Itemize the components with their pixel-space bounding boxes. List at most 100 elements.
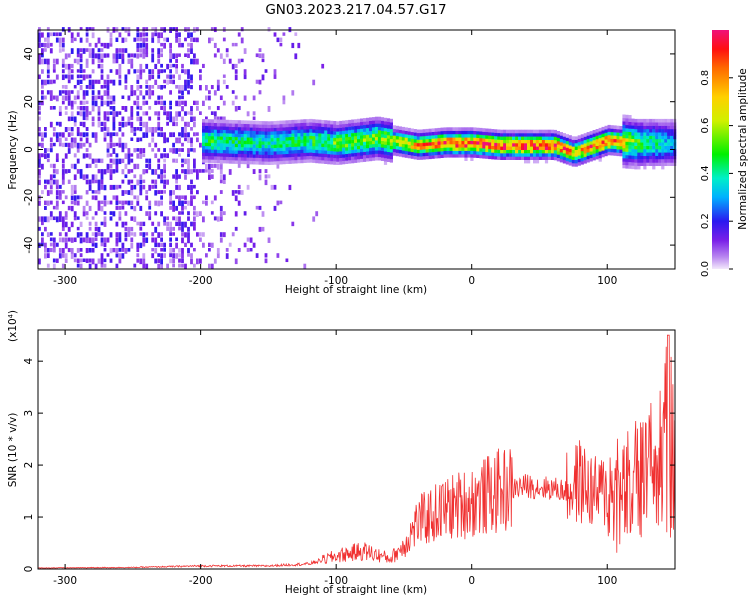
colorbar-ticks: 0.00.20.40.60.8 — [700, 70, 733, 277]
spectrogram-cell — [661, 155, 665, 160]
spectrogram-cell — [476, 154, 480, 158]
spectrogram-cell — [538, 146, 543, 150]
spectrogram-cell — [377, 133, 382, 137]
spectrogram-cell — [85, 163, 89, 169]
spectrogram-cell — [291, 160, 295, 164]
spectrogram-cell — [231, 63, 235, 70]
spectrogram-cell — [258, 151, 262, 155]
spectrogram-cell — [38, 153, 41, 159]
spectrogram-cell — [336, 144, 340, 149]
spectrogram-cell — [374, 133, 379, 138]
spectrogram-cell — [294, 139, 298, 144]
spectrogram-cell — [85, 111, 89, 117]
spectrogram-cell — [142, 95, 146, 100]
spectrogram-cell — [157, 37, 161, 44]
spectrogram-cell — [145, 90, 149, 96]
spectrogram-cell — [336, 161, 340, 165]
spectrogram-cell — [312, 152, 316, 157]
spectrogram-cell — [118, 74, 122, 79]
spectrogram-cell — [544, 143, 549, 147]
spectrogram-cell — [49, 148, 53, 153]
spectrogram-cell — [398, 153, 402, 157]
spectrogram-cell — [178, 258, 181, 263]
spectrogram-cell — [449, 134, 453, 138]
spectrogram-cell — [342, 134, 346, 138]
spectrogram-cell — [231, 123, 235, 127]
spectrogram-cell — [85, 248, 89, 254]
spectrogram-cell — [124, 226, 128, 232]
spectrogram-cell — [178, 184, 181, 191]
spectrogram-cell — [348, 136, 352, 141]
spectrogram-cell — [276, 154, 280, 158]
spectrogram-cell — [127, 158, 131, 165]
spectrogram-cell — [133, 127, 137, 132]
spectrogram-cell — [491, 135, 495, 140]
spectrogram-cell — [515, 146, 519, 150]
spectrogram-cell — [351, 146, 355, 150]
spectrogram-cell — [547, 149, 552, 154]
spectrogram-cell — [85, 48, 89, 52]
spectrogram-cell — [327, 143, 331, 148]
spectrogram-cell — [187, 111, 190, 115]
spectrogram-cell — [157, 148, 161, 152]
spectrogram-cell — [270, 154, 274, 159]
spectrogram-cell — [46, 253, 50, 259]
spectrogram-cell — [270, 161, 274, 165]
spectrogram-cell — [565, 157, 569, 162]
spectrogram-cell — [222, 179, 226, 184]
spectrogram-cell — [94, 53, 98, 59]
spectrogram-cell — [118, 258, 122, 264]
spectrogram-cell — [625, 128, 629, 132]
spectrogram-cell — [625, 148, 629, 152]
spectrogram-cell — [318, 149, 322, 154]
spectrogram-cell — [351, 159, 355, 164]
spectrogram-cell — [664, 145, 668, 150]
spectrogram-cell — [252, 160, 256, 165]
spectrogram-cell — [64, 142, 68, 147]
spectrogram-cell — [363, 134, 367, 139]
spectrogram-cell — [76, 195, 80, 200]
spectrogram-cell — [70, 137, 74, 143]
spectrogram-cell — [64, 74, 68, 79]
spectrogram-cell — [383, 154, 388, 159]
spectrogram-cell — [470, 134, 474, 138]
spectrogram-cell — [237, 130, 241, 134]
spectrogram-cell — [601, 147, 605, 151]
spectrogram-cell — [58, 48, 62, 53]
spectrogram-cell — [330, 160, 334, 165]
spectrogram-cell — [658, 132, 662, 136]
spectrogram-cell — [133, 232, 137, 237]
spectrogram-cell — [559, 155, 563, 160]
spectrogram-cell — [169, 253, 172, 258]
spectrogram-cell — [193, 116, 196, 122]
spectrogram-cell — [70, 116, 74, 121]
spectrogram-cell — [187, 153, 190, 157]
spectrogram-cell — [181, 232, 184, 237]
spectrogram-cell — [127, 200, 131, 206]
spectrogram-cell — [452, 130, 456, 135]
spectrogram-cell — [237, 150, 241, 154]
spectrogram-cell — [193, 169, 196, 173]
spectrogram-cell — [252, 154, 256, 158]
spectrogram-cell — [467, 150, 471, 155]
spectrogram-cell — [261, 53, 265, 59]
spectrogram-cell — [363, 138, 367, 142]
spectrogram-cell — [604, 152, 608, 157]
spectrogram-cell — [503, 136, 507, 140]
spectrogram-cell — [205, 135, 209, 140]
spectrogram-cell — [136, 42, 140, 49]
spectrogram-cell — [527, 139, 531, 144]
spectrogram-cell — [103, 237, 107, 243]
spectrogram-cell — [252, 140, 256, 145]
spectrogram-cell — [652, 165, 656, 170]
spectrogram-cell — [219, 133, 224, 137]
spectrogram-cell — [303, 263, 307, 269]
spectrogram-cell — [568, 155, 572, 159]
spectrogram-cell — [583, 139, 587, 144]
spectrogram-cell — [479, 134, 483, 139]
spectrogram-cell — [410, 155, 414, 159]
spectrogram-cell — [565, 134, 569, 138]
spectrogram-cell — [166, 263, 169, 269]
spectrogram-cell — [267, 141, 271, 145]
spectrogram-cell — [82, 74, 86, 81]
